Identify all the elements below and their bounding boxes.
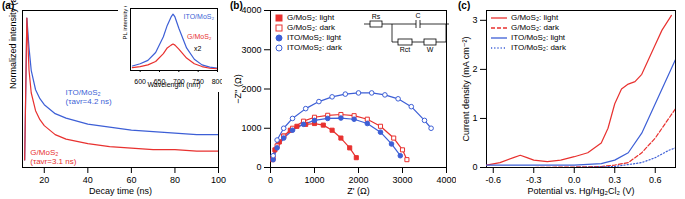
svg-text:x2: x2 <box>194 45 202 52</box>
svg-text:Rs: Rs <box>372 13 381 20</box>
svg-text:Rct: Rct <box>400 46 411 52</box>
svg-text:40: 40 <box>83 175 93 185</box>
svg-text:3000: 3000 <box>241 45 261 55</box>
svg-text:600: 600 <box>134 78 146 85</box>
svg-text:80: 80 <box>170 175 180 185</box>
svg-text:1000: 1000 <box>241 123 261 133</box>
svg-text:4000: 4000 <box>241 5 261 15</box>
svg-text:0.6: 0.6 <box>649 175 662 185</box>
svg-text:1: 1 <box>472 113 477 123</box>
svg-text:0: 0 <box>256 162 261 172</box>
svg-text:Normalized intensity (a.u.): Normalized intensity (a.u.) <box>8 0 18 89</box>
svg-text:20: 20 <box>39 175 49 185</box>
svg-text:2000: 2000 <box>348 175 368 185</box>
svg-text:Decay time (ns): Decay time (ns) <box>89 186 152 196</box>
svg-text:2: 2 <box>472 64 477 74</box>
svg-text:Z' (Ω): Z' (Ω) <box>347 186 369 196</box>
svg-text:G/MoS₂(τavr=3.1 ns): G/MoS₂(τavr=3.1 ns) <box>30 148 76 166</box>
svg-text:100: 100 <box>211 175 226 185</box>
svg-text:ITO/MoS₂(τavr=4.2 ns): ITO/MoS₂(τavr=4.2 ns) <box>66 88 112 106</box>
svg-text:PL intensity (a.u.): PL intensity (a.u.) <box>122 6 128 40</box>
svg-text:800: 800 <box>212 78 222 85</box>
svg-text:ITO/MoS₂: ITO/MoS₂ <box>184 13 215 20</box>
svg-text:-0.3: -0.3 <box>526 175 542 185</box>
svg-text:−Z'' (Ω): −Z'' (Ω) <box>233 74 243 103</box>
svg-text:3: 3 <box>472 15 477 25</box>
svg-text:Current density (mA cm⁻²): Current density (mA cm⁻²) <box>461 37 471 142</box>
svg-text:3000: 3000 <box>392 175 412 185</box>
svg-text:Potential vs. Hg/Hg₂Cl₂ (V): Potential vs. Hg/Hg₂Cl₂ (V) <box>527 186 634 196</box>
svg-text:60: 60 <box>126 175 136 185</box>
svg-text:0: 0 <box>268 175 273 185</box>
svg-text:0: 0 <box>472 162 477 172</box>
svg-text:G/MoS₂: G/MoS₂ <box>187 33 212 40</box>
svg-text:W: W <box>427 46 434 52</box>
svg-text:1000: 1000 <box>304 175 324 185</box>
svg-text:Wavelength (nm): Wavelength (nm) <box>147 81 200 89</box>
svg-text:0.3: 0.3 <box>608 175 621 185</box>
svg-text:C: C <box>415 12 420 19</box>
svg-text:2000: 2000 <box>241 84 261 94</box>
svg-text:-0.6: -0.6 <box>485 175 501 185</box>
svg-text:0.0: 0.0 <box>568 175 581 185</box>
svg-text:4000: 4000 <box>436 175 456 185</box>
